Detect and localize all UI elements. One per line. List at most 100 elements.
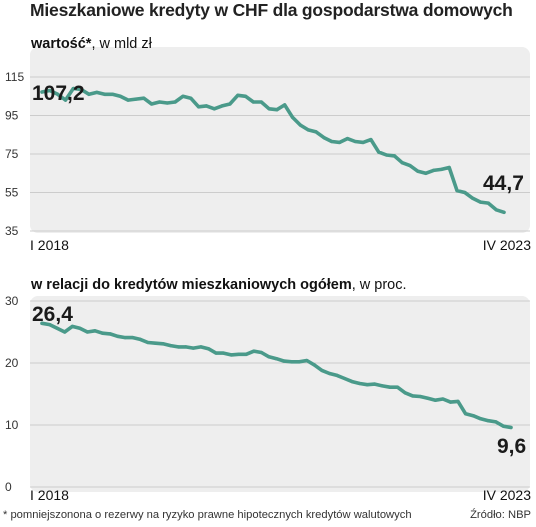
data-point: [441, 397, 445, 401]
data-point: [103, 92, 107, 96]
data-point: [79, 87, 83, 92]
data-point: [486, 419, 490, 423]
data-point: [48, 88, 52, 93]
data-point: [78, 326, 82, 330]
data-point: [189, 96, 193, 100]
data-point: [448, 400, 453, 404]
data-point: [184, 345, 188, 349]
data-point: [157, 100, 162, 104]
data-point: [297, 360, 301, 364]
data-point: [259, 350, 263, 355]
data-point: [169, 344, 173, 348]
data-point: [418, 394, 422, 399]
data-point: [392, 154, 396, 158]
data-point: [400, 161, 404, 165]
data-point: [237, 352, 241, 356]
data-point: [290, 360, 294, 364]
y-tick-label: 75: [5, 147, 19, 161]
y-tick-label: 0: [5, 480, 12, 494]
data-point: [214, 351, 218, 355]
first-value-label: 26,4: [32, 303, 73, 326]
data-point: [486, 201, 490, 205]
source-note: Źródło: NBP: [470, 509, 531, 521]
data-point: [206, 347, 210, 351]
data-point: [447, 165, 451, 170]
data-point: [502, 210, 506, 214]
data-point: [369, 138, 373, 142]
data-point: [221, 351, 226, 355]
data-point: [220, 104, 224, 108]
data-point: [275, 108, 279, 112]
data-point: [283, 103, 287, 107]
data-point: [377, 150, 381, 154]
data-point: [501, 424, 505, 428]
data-point: [411, 394, 415, 398]
data-point: [40, 321, 44, 325]
data-point: [197, 105, 201, 109]
data-point: [228, 102, 232, 106]
footnote: * pomniejszonona o rezerwy na ryzyko pra…: [3, 509, 412, 521]
data-point: [48, 323, 52, 327]
data-point: [108, 332, 112, 336]
x-end-label: IV 2023: [483, 237, 531, 253]
chart-title: Mieszkaniowe kredyty w CHF dla gospodars…: [30, 0, 513, 20]
last-value-label: 44,7: [483, 172, 524, 195]
data-point: [56, 92, 60, 96]
subtitle: w relacji do kredytów mieszkaniowych ogó…: [30, 277, 407, 293]
y-tick-label: 55: [5, 186, 19, 200]
data-point: [123, 336, 127, 340]
chart-value: 35 55 75 95 115 wartość*, w mld zł 107,2 44,…: [5, 36, 531, 253]
data-point: [416, 169, 420, 173]
data-point: [424, 171, 428, 175]
data-point: [71, 86, 75, 91]
data-point: [494, 208, 498, 212]
data-point: [267, 355, 271, 359]
y-tick-label: 115: [5, 70, 24, 84]
data-point: [173, 100, 177, 104]
y-tick-label: 20: [5, 356, 19, 370]
data-point: [350, 380, 354, 384]
first-value-label: 107,2: [32, 82, 85, 105]
data-point: [358, 381, 362, 386]
data-point: [426, 396, 430, 400]
data-point: [63, 98, 68, 102]
data-point: [244, 352, 248, 356]
data-point: [146, 340, 150, 345]
data-point: [365, 383, 369, 387]
data-point: [403, 391, 407, 395]
data-point: [314, 130, 318, 134]
data-point: [439, 167, 443, 171]
data-point: [455, 189, 459, 193]
y-tick-label: 10: [5, 418, 19, 432]
data-point: [431, 168, 436, 172]
subtitle: wartość*, w mld zł: [30, 36, 153, 52]
data-point: [150, 102, 154, 106]
data-point: [456, 399, 460, 403]
y-tick-label: 95: [5, 109, 19, 123]
data-point: [330, 139, 334, 144]
chart-share: 0 10 20 30 w relacji do kredytów mieszkanio…: [5, 277, 531, 503]
data-point: [85, 330, 89, 334]
data-point: [153, 341, 158, 345]
data-point: [408, 164, 412, 168]
data-point: [320, 368, 324, 372]
y-tick-label: 35: [5, 224, 19, 238]
data-point: [55, 326, 59, 330]
data-point: [100, 331, 105, 335]
x-end-label: IV 2023: [483, 487, 531, 503]
data-point: [138, 337, 142, 341]
data-point: [95, 90, 99, 94]
data-point: [236, 93, 240, 97]
data-point: [259, 100, 263, 104]
data-point: [361, 140, 365, 144]
data-point: [70, 324, 74, 328]
plot-panel: [30, 296, 530, 492]
data-point: [380, 384, 384, 388]
data-point: [87, 92, 91, 96]
data-point: [322, 136, 326, 140]
data-point: [252, 349, 256, 353]
data-point: [343, 376, 347, 381]
data-point: [118, 94, 122, 98]
data-point: [251, 100, 255, 104]
